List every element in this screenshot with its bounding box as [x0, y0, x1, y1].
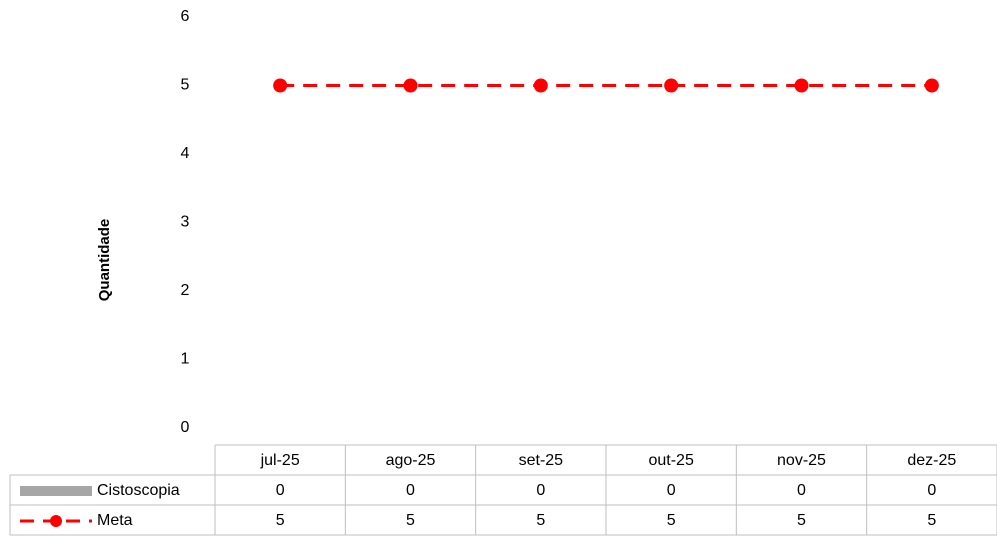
table-value: 5 — [667, 512, 676, 529]
table-value: 0 — [797, 482, 806, 499]
table-value: 0 — [536, 482, 545, 499]
table-value: 0 — [276, 482, 285, 499]
table-value: 0 — [927, 482, 936, 499]
marker — [924, 78, 939, 93]
y-axis-label: Quantidade — [96, 219, 113, 302]
legend-label: Cistoscopia — [97, 482, 180, 499]
legend-label: Meta — [97, 512, 133, 529]
marker — [664, 78, 679, 93]
y-tick-label: 6 — [181, 8, 190, 25]
x-tick-label: ago-25 — [386, 452, 436, 469]
y-tick-label: 3 — [181, 214, 190, 231]
marker — [794, 78, 809, 93]
x-tick-label: out-25 — [648, 452, 693, 469]
table-value: 5 — [927, 512, 936, 529]
table-value: 5 — [536, 512, 545, 529]
table-value: 5 — [406, 512, 415, 529]
legend-key — [20, 486, 92, 496]
marker — [403, 78, 418, 93]
legend-marker — [50, 515, 62, 527]
table-value: 5 — [797, 512, 806, 529]
table-value: 0 — [667, 482, 676, 499]
marker — [533, 78, 548, 93]
x-tick-label: nov-25 — [777, 452, 826, 469]
y-tick-label: 4 — [181, 145, 190, 162]
x-tick-label: dez-25 — [907, 452, 956, 469]
y-tick-label: 1 — [181, 351, 190, 368]
table-value: 0 — [406, 482, 415, 499]
x-tick-label: jul-25 — [260, 452, 300, 469]
table-value: 5 — [276, 512, 285, 529]
x-tick-label: set-25 — [519, 452, 564, 469]
marker — [273, 78, 288, 93]
y-tick-label: 5 — [181, 77, 190, 94]
y-tick-label: 2 — [181, 282, 190, 299]
y-tick-label: 0 — [181, 419, 190, 436]
